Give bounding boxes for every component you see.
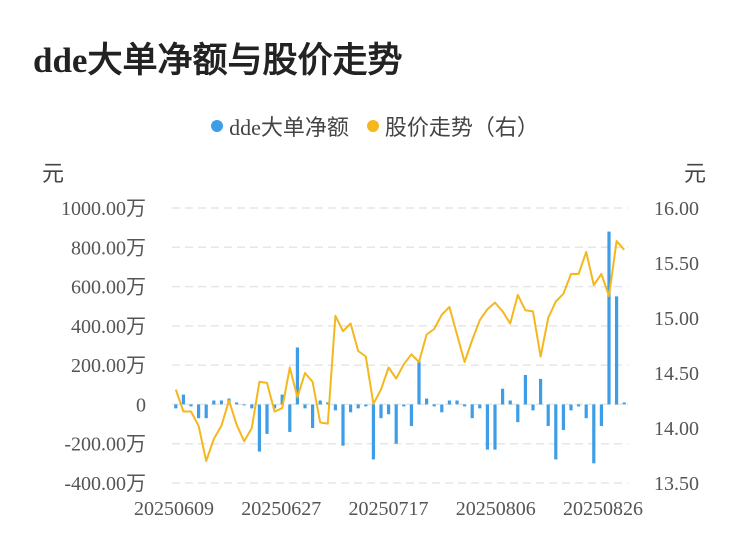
right-tick-label: 15.00 [654, 308, 699, 330]
bar [607, 231, 611, 405]
x-tick-label: 20250717 [349, 498, 429, 520]
bar [447, 400, 451, 405]
legend: dde大单净额 股价走势（右） [0, 110, 750, 142]
bar [242, 404, 246, 406]
bar [333, 404, 337, 411]
x-tick-label: 20250627 [241, 498, 321, 520]
left-tick-label: 800.00万 [71, 237, 146, 259]
left-tick-label: 1000.00万 [61, 198, 146, 220]
bar [356, 404, 360, 409]
bar [470, 404, 474, 419]
bar [554, 404, 558, 460]
right-axis-unit: 元 [684, 161, 707, 186]
legend-label-dde: dde大单净额 [229, 115, 349, 140]
bar [288, 404, 292, 432]
bar [326, 402, 330, 405]
bar [212, 400, 216, 405]
right-tick-label: 15.50 [654, 253, 699, 275]
bar [493, 404, 497, 450]
right-tick-label: 13.50 [654, 473, 699, 495]
bar [181, 394, 185, 405]
left-tick-label: 600.00万 [71, 277, 146, 299]
bar [485, 404, 489, 450]
right-tick-label: 16.00 [654, 198, 699, 220]
right-tick-label: 14.50 [654, 363, 699, 385]
legend-label-price: 股价走势（右） [384, 115, 539, 140]
bar [311, 404, 315, 428]
bar [387, 404, 391, 415]
bar [523, 374, 527, 405]
left-tick-label: 200.00万 [71, 355, 146, 377]
bar [235, 402, 239, 405]
bar [539, 378, 543, 405]
bar [615, 296, 619, 405]
bar [303, 404, 307, 409]
bar [219, 400, 223, 405]
bar [546, 404, 550, 427]
bar [371, 404, 375, 460]
bar [501, 388, 505, 405]
bar [561, 404, 565, 430]
bar [280, 394, 284, 405]
bar [592, 404, 596, 464]
left-tick-label: 400.00万 [71, 316, 146, 338]
bar [516, 404, 520, 423]
bar [463, 404, 467, 407]
bar [622, 402, 626, 405]
bar [417, 361, 421, 405]
bar [197, 404, 201, 419]
bar [341, 404, 345, 446]
bar [577, 404, 581, 407]
bar [364, 404, 368, 407]
bar [569, 404, 573, 411]
left-tick-label: -200.00万 [64, 434, 146, 456]
bar [349, 404, 353, 413]
bar [318, 400, 322, 405]
bar [174, 404, 178, 409]
bar [295, 347, 299, 405]
legend-dot-bar [211, 120, 224, 132]
bar [455, 400, 459, 405]
bar [531, 404, 535, 411]
bar [425, 398, 429, 405]
bar [273, 404, 277, 409]
legend-item-dde[interactable]: dde大单净额 [211, 110, 349, 142]
left-axis-unit: 元 [42, 161, 65, 186]
x-tick-label: 20250826 [563, 498, 643, 520]
bar [394, 404, 398, 444]
chart-title: dde大单净额与股价走势 [33, 41, 403, 80]
left-tick-label: 0 [136, 394, 146, 416]
bar [440, 404, 444, 413]
left-tick-label: -400.00万 [64, 473, 146, 495]
price-line [174, 240, 625, 462]
bar [250, 404, 254, 409]
legend-item-price[interactable]: 股价走势（右） [366, 110, 539, 142]
bar [204, 404, 208, 419]
bar [409, 404, 413, 427]
legend-dot-line [366, 120, 379, 132]
right-tick-label: 14.00 [654, 418, 699, 440]
bar [599, 404, 603, 427]
bar [189, 404, 193, 407]
x-tick-label: 20250806 [456, 498, 536, 520]
bar [584, 404, 588, 419]
bar [265, 404, 269, 434]
bar [379, 404, 383, 419]
bar [402, 404, 406, 407]
x-tick-label: 20250609 [134, 498, 214, 520]
bar [432, 404, 436, 407]
bar [508, 400, 512, 405]
bar [478, 404, 482, 409]
bar [257, 404, 261, 452]
